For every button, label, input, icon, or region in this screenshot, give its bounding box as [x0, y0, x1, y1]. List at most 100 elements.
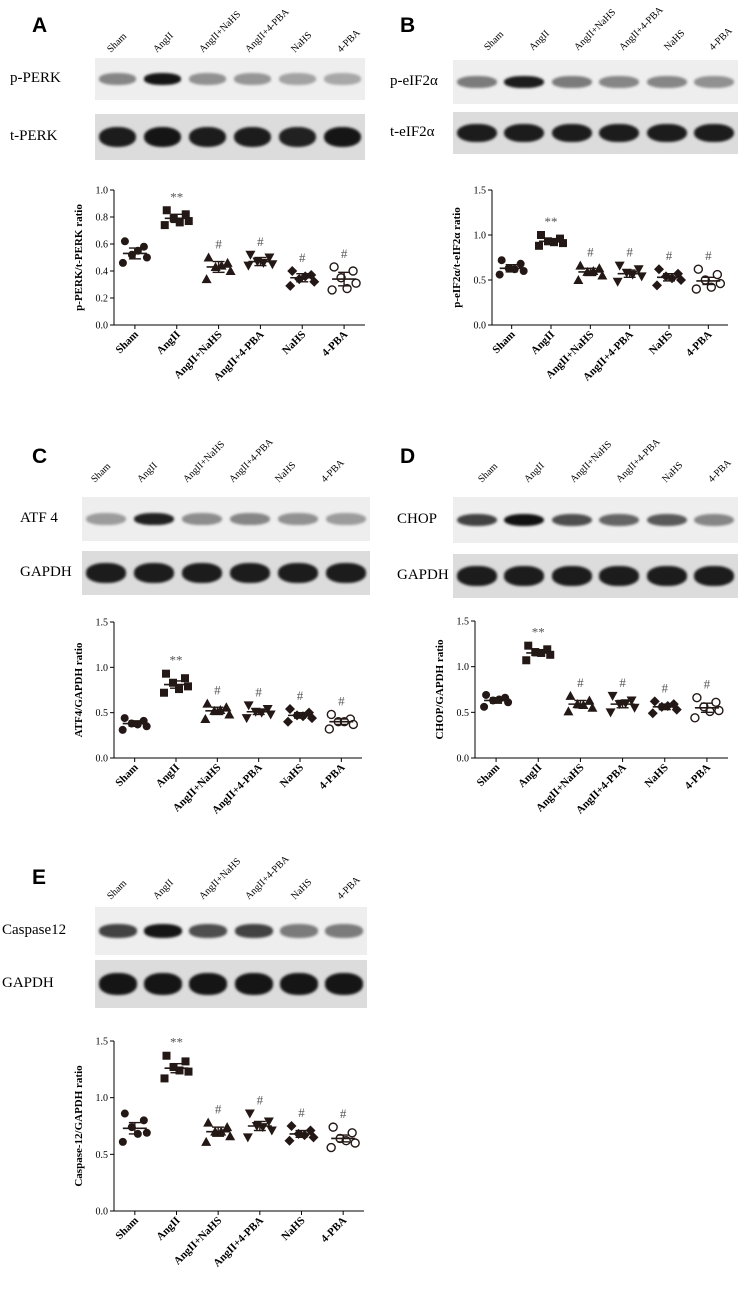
- y-tick-label: 1.0: [96, 663, 109, 674]
- lane-label: NaHS: [660, 459, 686, 485]
- data-point: [139, 242, 148, 251]
- data-point: [245, 250, 256, 260]
- lane-label: AngII: [135, 460, 160, 485]
- lane-label: Sham: [476, 461, 501, 485]
- y-tick-label: 1.0: [96, 1093, 109, 1104]
- data-point: [629, 703, 640, 713]
- blot-band: [278, 126, 317, 148]
- lane-label: NaHS: [662, 27, 688, 53]
- data-point: [184, 1067, 193, 1076]
- data-point: [202, 698, 213, 708]
- data-point: [160, 688, 168, 697]
- lane-label: AngII+NaHS: [568, 439, 615, 485]
- x-tick-label: AngII: [154, 762, 182, 790]
- y-tick-label: 1.0: [96, 186, 109, 197]
- data-point: [181, 674, 189, 683]
- lane-label: AngII+NaHS: [572, 7, 619, 53]
- blot-band: [234, 924, 273, 938]
- significance-label: #: [704, 677, 711, 692]
- y-axis-label: CHOP/GAPDH ratio: [434, 639, 446, 739]
- data-point: [326, 709, 337, 720]
- y-tick-label: 0.0: [474, 321, 487, 332]
- blot-band: [143, 126, 182, 148]
- data-point: [652, 280, 662, 291]
- significance-label: #: [577, 675, 584, 690]
- data-point: [142, 1128, 151, 1137]
- x-tick-label: Sham: [114, 329, 142, 357]
- data-point: [139, 1116, 148, 1125]
- data-point: [120, 1109, 129, 1118]
- blot-band: [599, 566, 640, 586]
- blot-band: [551, 566, 592, 586]
- blot-label: GAPDH: [2, 975, 54, 991]
- blot-band: [599, 513, 640, 527]
- blot-band: [98, 73, 137, 85]
- x-tick-label: AngII: [516, 762, 544, 790]
- data-point: [531, 648, 540, 657]
- panel-letter: D: [400, 445, 416, 468]
- data-point: [556, 234, 564, 243]
- blot-band: [504, 75, 545, 89]
- blot-band: [98, 924, 137, 938]
- scatter-chart: 0.0 0.5 1.0 1.5 Caspase-12/GAPDH ratio Sham An…: [73, 1035, 364, 1269]
- data-point: [347, 1128, 357, 1138]
- blot-band: [504, 513, 545, 527]
- blot-band: [694, 513, 735, 527]
- blot-band: [181, 563, 223, 583]
- significance-label: #: [215, 1102, 222, 1117]
- blot-band: [646, 75, 687, 89]
- data-point: [120, 237, 129, 246]
- significance-label: #: [297, 688, 304, 703]
- blot-band: [694, 566, 735, 586]
- data-point: [516, 259, 525, 268]
- data-point: [605, 708, 616, 718]
- lane-label: NaHS: [289, 876, 315, 902]
- significance-label: #: [299, 250, 306, 265]
- blot-band: [181, 512, 223, 526]
- data-point: [160, 1074, 169, 1083]
- y-tick-label: 0.2: [96, 294, 109, 305]
- significance-label: #: [619, 675, 626, 690]
- significance-label: #: [341, 246, 348, 261]
- y-tick-label: 0.4: [96, 267, 109, 278]
- blot-band: [98, 973, 137, 995]
- blot-band: [279, 924, 319, 938]
- blot-band: [279, 973, 319, 995]
- x-tick-label: NaHS: [279, 1215, 307, 1243]
- data-point: [587, 702, 598, 712]
- blot-band: [143, 924, 183, 938]
- blot-band: [229, 563, 271, 583]
- data-point: [241, 714, 252, 724]
- significance-label: #: [340, 1106, 347, 1121]
- data-point: [495, 270, 504, 279]
- blot-band: [233, 126, 272, 148]
- blot-band: [133, 563, 175, 583]
- lane-label: Sham: [482, 29, 507, 53]
- data-point: [287, 266, 298, 276]
- data-point: [668, 699, 679, 710]
- blot-band: [188, 126, 227, 148]
- data-point: [203, 252, 214, 262]
- significance-label: #: [338, 693, 345, 708]
- x-tick-label: NaHS: [647, 329, 675, 357]
- data-point: [308, 1132, 319, 1143]
- data-point: [351, 278, 361, 288]
- data-point: [559, 239, 567, 248]
- data-point: [224, 709, 235, 719]
- data-point: [127, 1123, 136, 1132]
- lane-label: Sham: [105, 31, 130, 55]
- blot-strip: [82, 497, 370, 541]
- data-point: [482, 690, 491, 699]
- data-point: [162, 669, 170, 678]
- blot-band: [646, 513, 687, 527]
- data-point: [326, 1142, 336, 1153]
- y-tick-label: 0.0: [96, 754, 109, 765]
- data-point: [244, 1109, 255, 1119]
- blot-band: [323, 73, 362, 85]
- y-tick-label: 1.5: [457, 617, 470, 628]
- y-tick-label: 0.0: [457, 754, 470, 765]
- y-axis-label: p-eIF2α/t-eIF2α ratio: [451, 207, 463, 308]
- lane-label: 4-PBA: [707, 25, 735, 53]
